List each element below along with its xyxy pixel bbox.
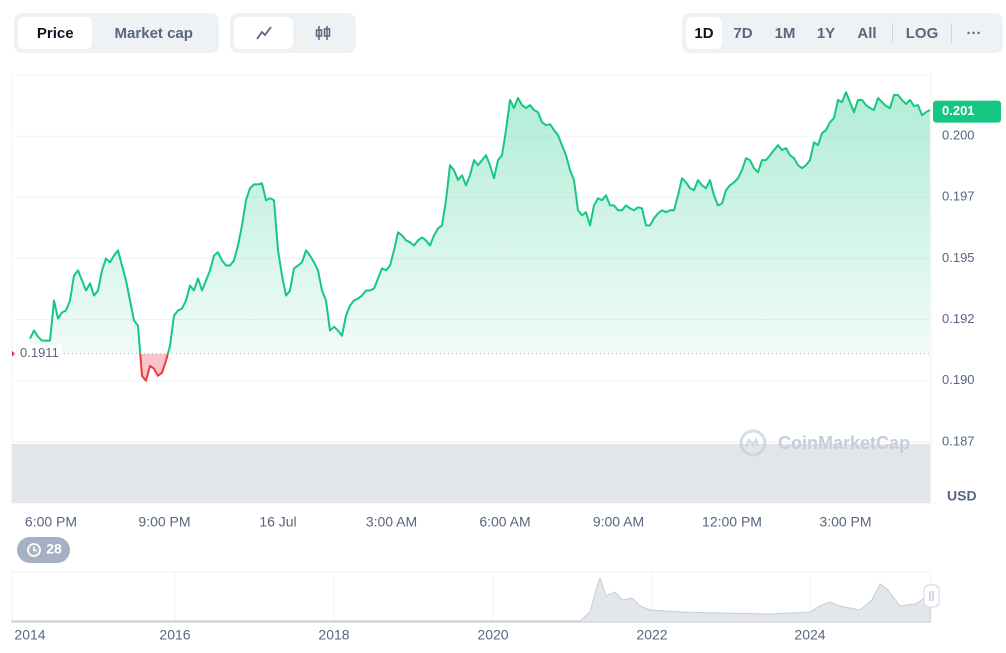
x-tick-label: 3:00 AM bbox=[366, 514, 417, 530]
line-button[interactable] bbox=[234, 17, 293, 49]
clock-icon bbox=[27, 543, 41, 557]
range-all[interactable]: All bbox=[857, 24, 877, 42]
y-tick-label: 0.192 bbox=[942, 311, 975, 326]
year-label: 2016 bbox=[159, 627, 190, 643]
range-1m[interactable]: 1M bbox=[774, 24, 796, 42]
y-tick-label: 0.187 bbox=[942, 433, 975, 448]
tab-price[interactable]: Price bbox=[18, 17, 93, 49]
current-price-tag bbox=[933, 100, 1001, 123]
separator bbox=[892, 23, 893, 43]
x-tick-label: 12:00 PM bbox=[702, 514, 762, 530]
year-label: 2014 bbox=[14, 627, 45, 643]
range-1y[interactable]: 1Y bbox=[816, 24, 836, 42]
year-label: 2020 bbox=[477, 627, 508, 643]
range-7d[interactable]: 7D bbox=[733, 24, 753, 42]
price-line bbox=[29, 91, 931, 382]
range-tabs: 1D 7D 1M 1Y All LOG ··· bbox=[682, 13, 1003, 53]
area-fill bbox=[30, 92, 930, 381]
candle-icon bbox=[315, 26, 330, 40]
metric-tabs: Price Market cap bbox=[14, 13, 219, 53]
y-tick-label: 0.200 bbox=[942, 128, 975, 143]
currency-label: USD bbox=[947, 488, 977, 504]
tab-market-cap[interactable]: Market cap bbox=[114, 24, 193, 42]
year-label: 2018 bbox=[318, 627, 349, 643]
clock-hand bbox=[33, 546, 37, 552]
reference-marker bbox=[12, 350, 15, 357]
x-tick-label: 9:00 AM bbox=[593, 514, 644, 530]
range-handle[interactable] bbox=[923, 584, 940, 608]
x-tick-label: 9:00 PM bbox=[138, 514, 190, 530]
volume-bars bbox=[12, 444, 930, 503]
log-toggle[interactable]: LOG bbox=[905, 24, 939, 42]
range-1d[interactable]: 1D bbox=[686, 17, 722, 49]
reference-label-bg bbox=[16, 344, 62, 363]
overview bbox=[11, 571, 932, 623]
x-tick-label: 3:00 PM bbox=[819, 514, 871, 530]
watermark: CoinMarketCap bbox=[778, 433, 910, 453]
line-icon bbox=[255, 26, 272, 40]
badge-count: 28 bbox=[46, 541, 62, 557]
candle-button[interactable] bbox=[293, 17, 352, 49]
chart-style bbox=[230, 13, 356, 53]
reference-label: 0.1911 bbox=[20, 345, 59, 360]
more-button[interactable]: ··· bbox=[966, 24, 982, 42]
y-tick-label: 0.195 bbox=[942, 250, 975, 265]
year-label: 2022 bbox=[636, 627, 667, 643]
separator bbox=[951, 23, 952, 43]
current-price-label: 0.201 bbox=[942, 103, 975, 118]
x-tick-label: 16 Jul bbox=[259, 514, 296, 530]
x-tick-label: 6:00 PM bbox=[25, 514, 77, 530]
watermark-logo bbox=[739, 429, 767, 457]
y-tick-label: 0.197 bbox=[942, 189, 975, 204]
history-badge[interactable] bbox=[17, 537, 70, 563]
y-tick-label: 0.190 bbox=[942, 372, 975, 387]
x-tick-label: 6:00 AM bbox=[479, 514, 530, 530]
year-label: 2024 bbox=[794, 627, 825, 643]
